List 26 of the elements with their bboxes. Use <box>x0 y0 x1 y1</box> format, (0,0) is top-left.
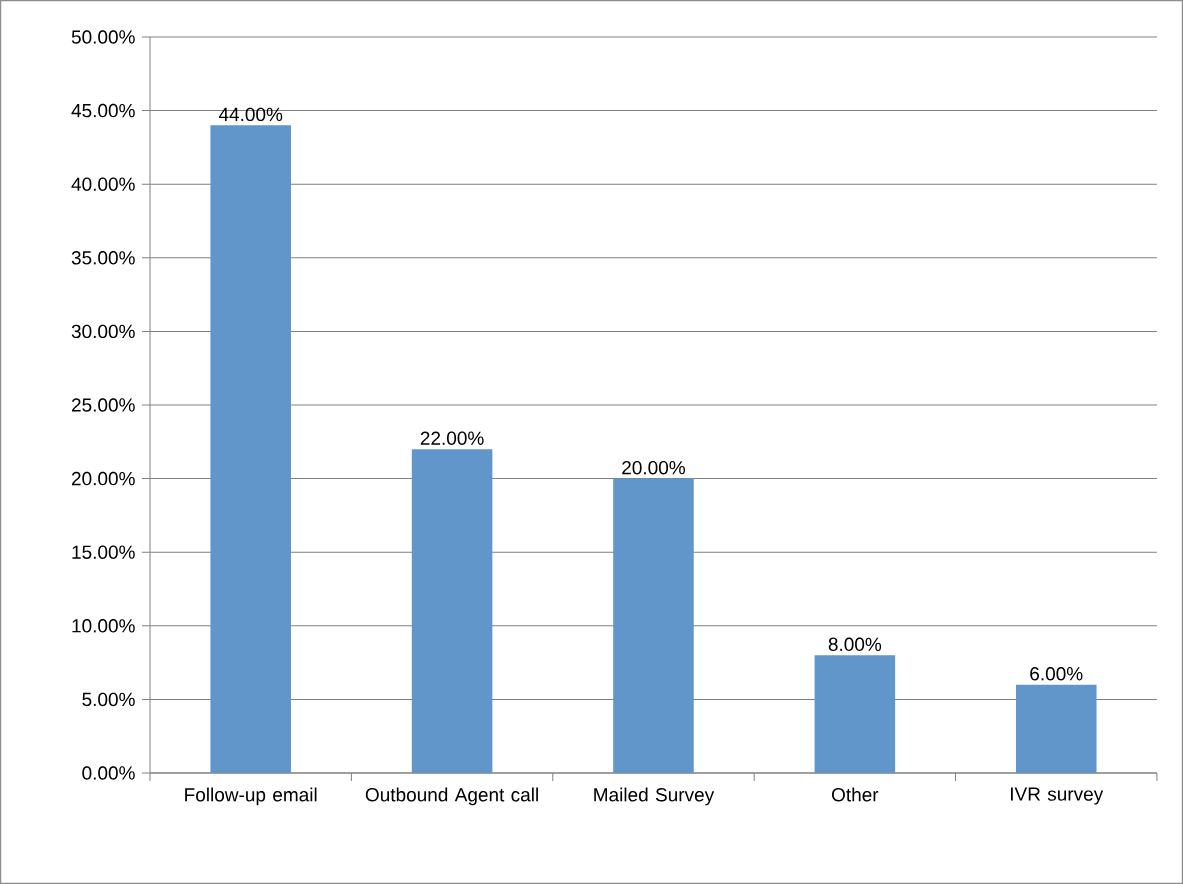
x-tick-label: IVR survey <box>1011 787 1104 805</box>
bar <box>411 449 493 773</box>
bar <box>1015 684 1097 773</box>
x-tick-label: Other <box>831 787 879 802</box>
y-tick-label: 0.00% <box>82 766 135 780</box>
y-tick-label: 45.00% <box>71 103 135 118</box>
y-tick-label: 25.00% <box>71 398 135 412</box>
data-label: 44.00% <box>218 107 283 122</box>
data-label: 8.00% <box>828 637 882 652</box>
data-label: 6.00% <box>1030 667 1083 681</box>
x-tick-label: Outbound Agent call <box>365 787 538 806</box>
bar <box>613 478 694 773</box>
y-tick-label: 10.00% <box>72 619 135 633</box>
data-label: 20.00% <box>622 460 685 475</box>
data-label: 22.00% <box>420 431 484 445</box>
y-tick-label: 35.00% <box>71 251 135 265</box>
y-tick-label: 5.00% <box>82 692 135 707</box>
y-tick-label: 30.00% <box>71 324 135 339</box>
bar <box>210 125 291 773</box>
y-tick-label: 50.00% <box>71 30 135 44</box>
y-tick-label: 15.00% <box>72 545 135 559</box>
x-tick-label: Follow-up email <box>185 787 317 806</box>
y-tick-label: 20.00% <box>71 471 135 486</box>
x-tick-label: Mailed Survey <box>594 787 715 806</box>
bar <box>814 655 896 773</box>
y-tick-label: 40.00% <box>71 177 135 191</box>
